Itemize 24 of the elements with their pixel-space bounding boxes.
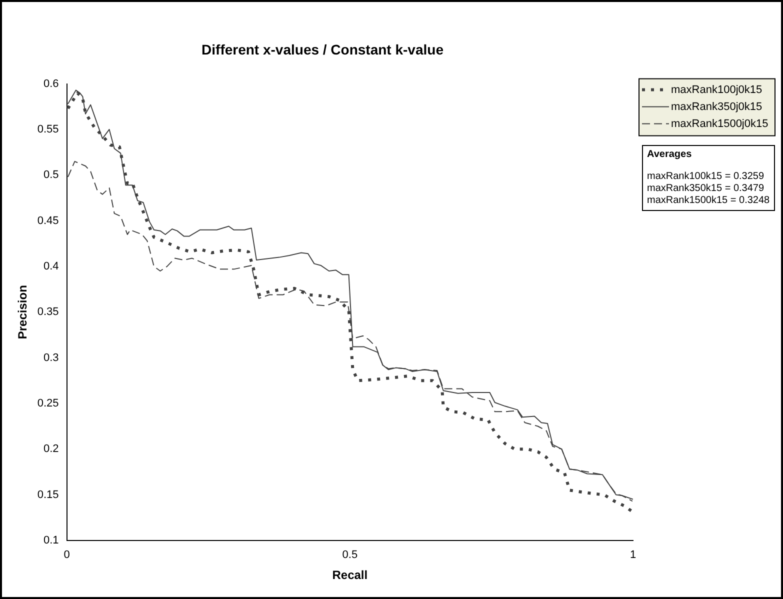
y-tick-label: 0.4 — [44, 260, 59, 272]
y-tick-label: 0.2 — [44, 443, 59, 456]
y-tick-label: 0.1 — [44, 534, 59, 546]
y-tick-label: 0.15 — [37, 488, 59, 501]
y-tick-label: 0.5 — [44, 169, 59, 182]
legend-label: maxRank1500j0k15 — [671, 118, 768, 130]
text: maxRank100k15 = 0.3259 — [647, 171, 766, 183]
text: maxRank350k15 = 0.3479 — [647, 183, 766, 195]
x-axis-title: Recall — [332, 568, 368, 582]
text: maxRank1500k15 = 0.3248 — [647, 195, 770, 207]
y-axis-title: Precision — [16, 285, 30, 340]
y-tick-label: 0.45 — [37, 214, 59, 227]
x-tick-label: 1 — [630, 549, 636, 562]
y-tick-label: 0.55 — [37, 123, 59, 136]
y-tick-label: 0.6 — [44, 78, 59, 90]
chart-title: Different x-values / Constant k-value — [202, 41, 444, 58]
legend-label: maxRank350j0k15 — [671, 100, 762, 113]
x-tick-label: 0.5 — [342, 549, 358, 562]
x-tick-label: 0 — [64, 549, 70, 562]
y-tick-label: 0.25 — [37, 397, 59, 410]
y-tick-label: 0.35 — [37, 306, 59, 318]
text: Averages — [647, 149, 693, 161]
legend-label: maxRank100j0k15 — [671, 84, 762, 96]
y-tick-label: 0.3 — [44, 352, 59, 364]
